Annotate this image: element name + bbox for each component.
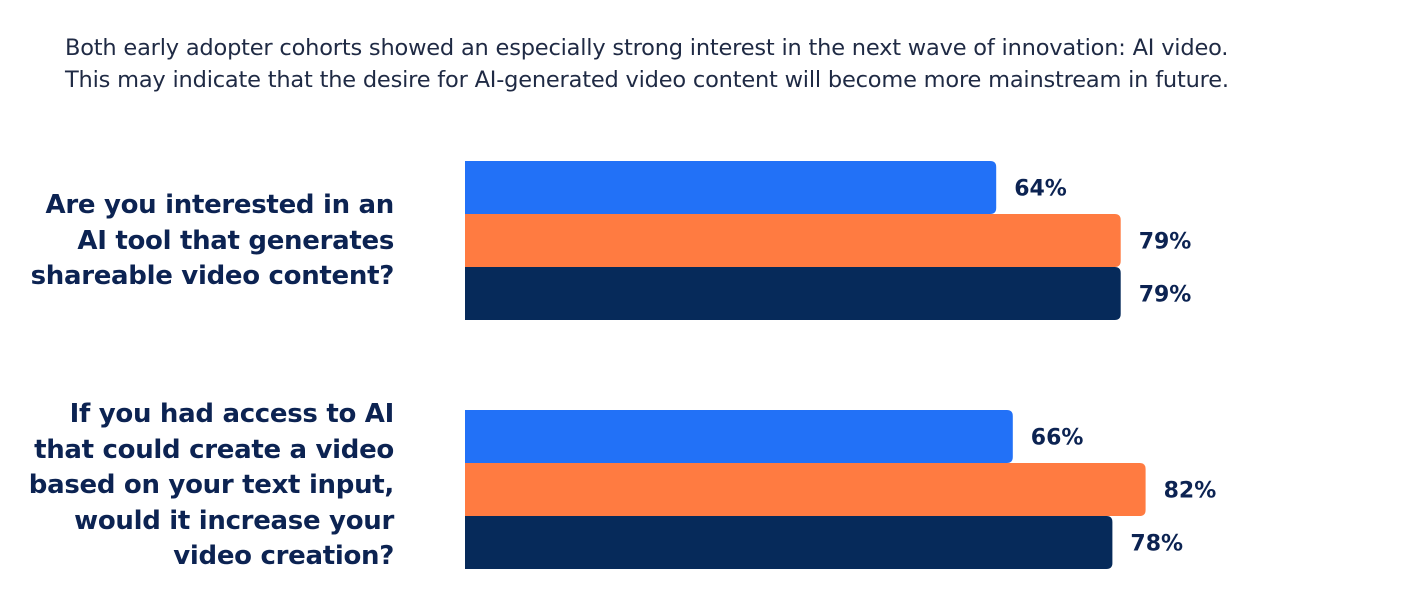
category-label-2: If you had access to AI that could creat… — [14, 397, 395, 575]
intro-line-1: Both early adopter cohorts showed an esp… — [65, 35, 1229, 61]
value-label-group-1-series-1: 64% — [1014, 177, 1067, 202]
bar-group-1-series-3 — [465, 267, 1121, 320]
category-label-2-line: that could create a video — [34, 434, 394, 465]
category-label-1-line: Are you interested in an — [45, 190, 395, 220]
category-label-1: Are you interested in an AI tool that ge… — [14, 188, 395, 295]
bar-group-2-series-2 — [465, 463, 1146, 516]
category-label-2-line: video creation? — [173, 541, 394, 571]
bar-group-1-series-2 — [465, 214, 1121, 267]
category-label-1-line: AI tool that generates — [77, 225, 394, 256]
value-label-group-1-series-2: 79% — [1139, 230, 1192, 255]
bar-group-2-series-3 — [465, 516, 1113, 569]
value-label-group-2-series-2: 82% — [1164, 479, 1217, 504]
intro-text: Both early adopter cohorts showed an esp… — [65, 32, 1385, 96]
category-label-2-line: would it increase your — [74, 505, 394, 536]
category-label-2-line: based on your text input, — [28, 470, 395, 500]
bar-group-1-series-1 — [465, 161, 997, 214]
bar-group-2-series-1 — [465, 410, 1013, 463]
intro-line-2: This may indicate that the desire for AI… — [65, 67, 1229, 93]
value-label-group-2-series-1: 66% — [1031, 426, 1084, 451]
category-label-2-line: If you had access to AI — [69, 399, 395, 429]
category-label-1-line: shareable video content? — [30, 261, 395, 291]
value-label-group-1-series-3: 79% — [1139, 283, 1192, 308]
value-label-group-2-series-3: 78% — [1130, 532, 1183, 557]
